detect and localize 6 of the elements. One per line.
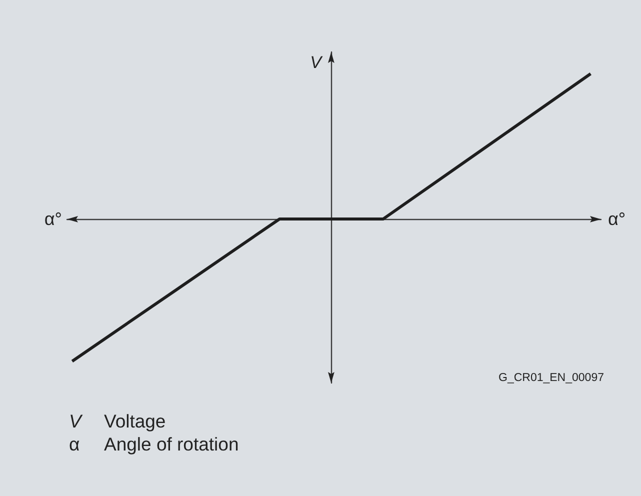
text: G_CR01_EN_00097	[498, 372, 604, 384]
y-axis-title: V	[310, 53, 324, 72]
x-axis-title: α°	[44, 208, 62, 229]
text: V Voltage	[69, 410, 166, 432]
text: α°	[608, 208, 626, 229]
text: α Angle of rotation	[69, 434, 239, 454]
